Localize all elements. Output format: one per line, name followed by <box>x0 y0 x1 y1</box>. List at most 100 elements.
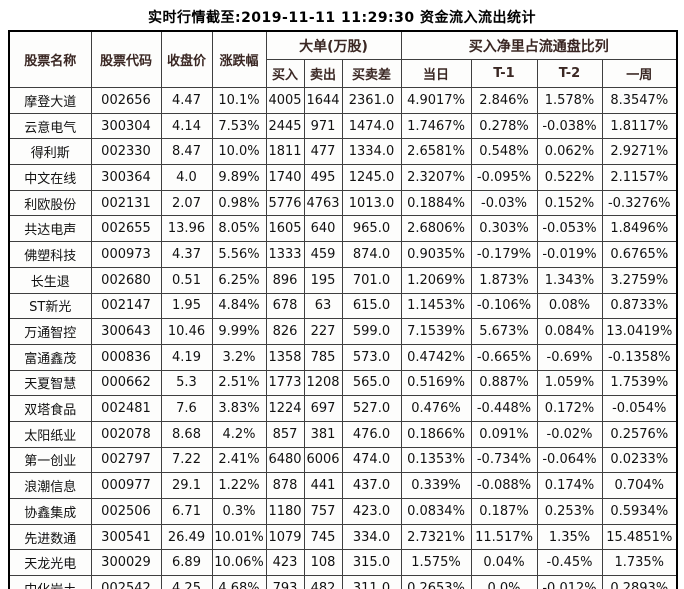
table-row: 利欧股份 002131 2.07 0.98% 5776 4763 1013.0 … <box>8 189 678 217</box>
cell-close-price: 2.07 <box>160 189 213 217</box>
cell-buy-volume: 1605 <box>265 215 305 243</box>
cell-ratio-today: 2.3207% <box>400 164 472 191</box>
table-row: 中文在线 300364 4.0 9.89% 1740 495 1245.0 2.… <box>8 164 678 191</box>
cell-sell-volume: 697 <box>303 395 343 422</box>
cell-buy-sell-diff: 423.0 <box>341 498 402 525</box>
cell-ratio-t2: 0.174% <box>536 472 603 499</box>
cell-stock-code: 300541 <box>90 523 162 551</box>
cell-ratio-t2: 0.172% <box>536 395 603 422</box>
cell-ratio-t2: -0.69% <box>536 343 603 371</box>
table-row: 浪潮信息 000977 29.1 1.22% 878 441 437.0 0.3… <box>8 472 678 499</box>
cell-stock-code: 002797 <box>90 446 162 474</box>
cell-close-price: 4.37 <box>160 241 213 268</box>
cell-buy-volume: 678 <box>265 292 305 320</box>
table-header: 股票名称 股票代码 收盘价 涨跌幅 大单(万股) 买入净里占流通盘比列 买入 卖… <box>8 30 678 88</box>
cell-ratio-week: 0.0233% <box>601 446 678 474</box>
table-row: 摩登大道 002656 4.47 10.1% 4005 1644 2361.0 … <box>8 87 678 114</box>
cell-change-pct: 9.99% <box>211 318 267 345</box>
cell-sell-volume: 63 <box>303 292 343 320</box>
cell-ratio-t2: -0.019% <box>536 241 603 268</box>
cell-sell-volume: 1208 <box>303 369 343 397</box>
cell-buy-volume: 2445 <box>265 112 305 140</box>
cell-ratio-t2: -0.053% <box>536 215 603 243</box>
cell-close-price: 0.51 <box>160 266 213 294</box>
cell-ratio-today: 4.9017% <box>400 87 472 114</box>
cell-ratio-week: 1.8496% <box>601 215 678 243</box>
cell-sell-volume: 482 <box>303 575 343 589</box>
table-row: 长生退 002680 0.51 6.25% 896 195 701.0 1.20… <box>8 266 678 294</box>
cell-ratio-t1: 1.873% <box>470 266 538 294</box>
cell-ratio-t2: 0.062% <box>536 138 603 166</box>
cell-stock-code: 000662 <box>90 369 162 397</box>
cell-ratio-week: 8.3547% <box>601 87 678 114</box>
cell-stock-code: 002655 <box>90 215 162 243</box>
cell-stock-name: 第一创业 <box>8 446 92 474</box>
cell-ratio-today: 0.1884% <box>400 189 472 217</box>
cell-buy-volume: 423 <box>265 549 305 577</box>
table-row: ST新光 002147 1.95 4.84% 678 63 615.0 1.14… <box>8 292 678 320</box>
cell-ratio-t1: -0.179% <box>470 241 538 268</box>
col-header-week: 一周 <box>601 59 678 88</box>
cell-ratio-t2: 1.343% <box>536 266 603 294</box>
cell-buy-sell-diff: 701.0 <box>341 266 402 294</box>
cell-stock-name: 浪潮信息 <box>8 472 92 499</box>
table-body: 摩登大道 002656 4.47 10.1% 4005 1644 2361.0 … <box>8 87 678 589</box>
cell-change-pct: 4.2% <box>211 420 267 448</box>
cell-ratio-t1: -0.095% <box>470 164 538 191</box>
cell-ratio-today: 0.9035% <box>400 241 472 268</box>
table-row: 中化岩土 002542 4.25 4.68% 793 482 311.0 0.2… <box>8 575 678 589</box>
cell-buy-sell-diff: 1013.0 <box>341 189 402 217</box>
cell-buy-sell-diff: 315.0 <box>341 549 402 577</box>
cell-ratio-today: 0.2653% <box>400 575 472 589</box>
cell-ratio-week: 0.704% <box>601 472 678 499</box>
cell-stock-code: 002542 <box>90 575 162 589</box>
table-row: 先进数通 300541 26.49 10.01% 1079 745 334.0 … <box>8 523 678 551</box>
cell-change-pct: 4.68% <box>211 575 267 589</box>
cell-ratio-t1: 0.187% <box>470 498 538 525</box>
cell-buy-volume: 826 <box>265 318 305 345</box>
cell-ratio-today: 0.1866% <box>400 420 472 448</box>
cell-stock-code: 300364 <box>90 164 162 191</box>
cell-close-price: 6.89 <box>160 549 213 577</box>
group-header-big-orders: 大单(万股) <box>265 30 402 60</box>
cell-ratio-t2: 1.35% <box>536 523 603 551</box>
cell-sell-volume: 108 <box>303 549 343 577</box>
cell-ratio-today: 2.6581% <box>400 138 472 166</box>
cell-stock-code: 002506 <box>90 498 162 525</box>
cell-change-pct: 1.22% <box>211 472 267 499</box>
cell-stock-code: 300304 <box>90 112 162 140</box>
table-row: 天夏智慧 000662 5.3 2.51% 1773 1208 565.0 0.… <box>8 369 678 397</box>
cell-change-pct: 6.25% <box>211 266 267 294</box>
cell-buy-sell-diff: 474.0 <box>341 446 402 474</box>
cell-ratio-week: 0.6765% <box>601 241 678 268</box>
cell-close-price: 10.46 <box>160 318 213 345</box>
cell-buy-sell-diff: 1474.0 <box>341 112 402 140</box>
cell-ratio-t2: 1.059% <box>536 369 603 397</box>
stock-flow-table: 股票名称 股票代码 收盘价 涨跌幅 大单(万股) 买入净里占流通盘比列 买入 卖… <box>8 30 678 589</box>
cell-ratio-t1: 2.846% <box>470 87 538 114</box>
cell-stock-code: 002330 <box>90 138 162 166</box>
table-row: 第一创业 002797 7.22 2.41% 6480 6006 474.0 0… <box>8 446 678 474</box>
cell-ratio-week: 0.5934% <box>601 498 678 525</box>
cell-buy-sell-diff: 965.0 <box>341 215 402 243</box>
cell-ratio-t1: 0.04% <box>470 549 538 577</box>
cell-buy-volume: 1333 <box>265 241 305 268</box>
table-row: 佛塑科技 000973 4.37 5.56% 1333 459 874.0 0.… <box>8 241 678 268</box>
table-row: 云意电气 300304 4.14 7.53% 2445 971 1474.0 1… <box>8 112 678 140</box>
cell-stock-code: 002078 <box>90 420 162 448</box>
cell-buy-volume: 878 <box>265 472 305 499</box>
cell-stock-name: 双塔食品 <box>8 395 92 422</box>
cell-buy-sell-diff: 2361.0 <box>341 87 402 114</box>
cell-sell-volume: 459 <box>303 241 343 268</box>
cell-close-price: 26.49 <box>160 523 213 551</box>
cell-stock-code: 002147 <box>90 292 162 320</box>
cell-stock-code: 002131 <box>90 189 162 217</box>
cell-ratio-week: 2.1157% <box>601 164 678 191</box>
cell-ratio-today: 1.1453% <box>400 292 472 320</box>
cell-buy-volume: 4005 <box>265 87 305 114</box>
col-header-today: 当日 <box>400 59 472 88</box>
cell-buy-sell-diff: 1334.0 <box>341 138 402 166</box>
cell-buy-volume: 1079 <box>265 523 305 551</box>
report-title: 实时行情截至:2019-11-11 11:29:30 资金流入流出统计 <box>147 10 537 26</box>
cell-ratio-t2: 0.522% <box>536 164 603 191</box>
